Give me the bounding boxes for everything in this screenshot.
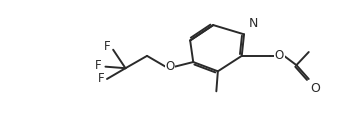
Text: F: F	[104, 40, 110, 53]
Text: O: O	[166, 60, 175, 73]
Text: F: F	[95, 59, 102, 72]
Text: O: O	[310, 82, 320, 95]
Text: N: N	[249, 17, 258, 30]
Text: F: F	[98, 72, 104, 86]
Text: O: O	[275, 49, 284, 62]
